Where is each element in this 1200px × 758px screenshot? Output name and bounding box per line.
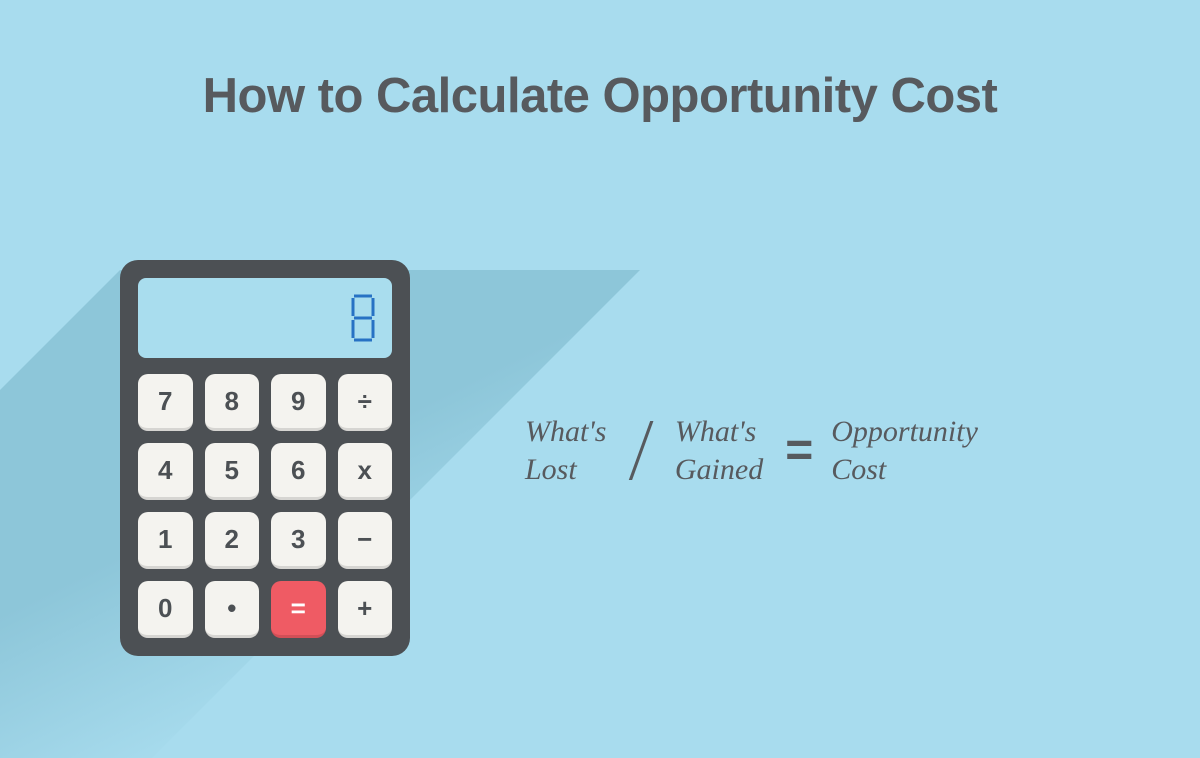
key-divide: ÷	[338, 374, 393, 431]
formula-term-result: Opportunity Cost	[831, 413, 978, 488]
key-dot: •	[205, 581, 260, 638]
term-line: Cost	[831, 451, 978, 489]
formula-equals-icon: =	[785, 423, 809, 478]
key-3: 3	[271, 512, 326, 569]
formula-term-lost: What's Lost	[525, 413, 606, 488]
key-5: 5	[205, 443, 260, 500]
term-line: Gained	[675, 451, 763, 489]
key-plus: +	[338, 581, 393, 638]
screen-digit-8-icon	[350, 293, 376, 343]
key-6: 6	[271, 443, 326, 500]
term-line: What's	[525, 413, 606, 451]
calculator-screen	[138, 278, 392, 358]
key-1: 1	[138, 512, 193, 569]
key-2: 2	[205, 512, 260, 569]
page-title: How to Calculate Opportunity Cost	[0, 68, 1200, 124]
key-7: 7	[138, 374, 193, 431]
key-9: 9	[271, 374, 326, 431]
key-multiply: x	[338, 443, 393, 500]
key-8: 8	[205, 374, 260, 431]
calculator-body: 7 8 9 ÷ 4 5 6 x 1 2 3 − 0 • = +	[120, 260, 410, 656]
key-0: 0	[138, 581, 193, 638]
formula-divider-icon: /	[632, 400, 649, 501]
term-line: Opportunity	[831, 413, 978, 451]
key-minus: −	[338, 512, 393, 569]
key-4: 4	[138, 443, 193, 500]
calculator-keypad: 7 8 9 ÷ 4 5 6 x 1 2 3 − 0 • = +	[138, 374, 392, 638]
term-line: Lost	[525, 451, 606, 489]
term-line: What's	[675, 413, 763, 451]
infographic-canvas: How to Calculate Opportunity Cost 7 8 9	[0, 0, 1200, 758]
formula-term-gained: What's Gained	[675, 413, 763, 488]
formula: What's Lost / What's Gained = Opportunit…	[525, 400, 978, 501]
key-equals: =	[271, 581, 326, 638]
